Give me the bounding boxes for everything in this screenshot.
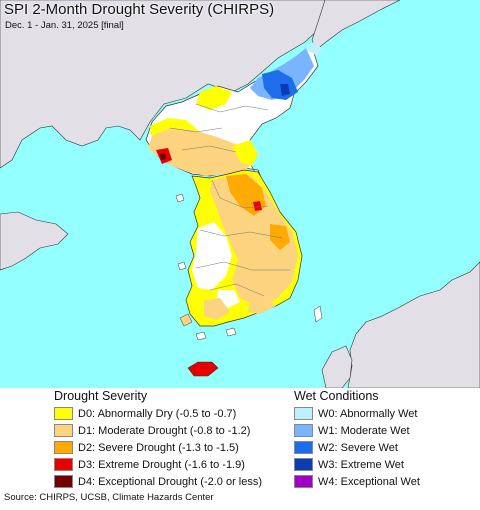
island-west-1	[175, 193, 185, 203]
drought-legend-label: D4: Exceptional Drought (-2.0 or less)	[78, 475, 263, 488]
wet-legend-item: W3: Extreme Wet	[294, 457, 404, 472]
drought-swatch	[54, 407, 73, 420]
drought-legend-label: D2: Severe Drought (-1.3 to -1.5)	[78, 441, 239, 454]
drought-legend-item: D1: Moderate Drought (-0.8 to -1.2)	[54, 423, 250, 438]
drought-swatch	[54, 475, 73, 488]
wet-swatch	[294, 424, 313, 437]
drought-legend-item: D4: Exceptional Drought (-2.0 or less)	[54, 474, 262, 489]
nk-d0-north	[196, 86, 232, 110]
date-range: Dec. 1 - Jan. 31, 2025 [final]	[5, 20, 124, 31]
land-china-russia	[0, 0, 326, 169]
island-south-1	[179, 313, 193, 327]
nk-w3-area	[280, 84, 290, 96]
wet-legend-label: W4: Exceptional Wet	[318, 475, 420, 488]
land-japan	[347, 261, 480, 388]
wet-swatch	[294, 475, 313, 488]
wet-legend-item: W4: Exceptional Wet	[294, 474, 420, 489]
legend-wet-title: Wet Conditions	[294, 389, 379, 403]
legend-drought-title: Drought Severity	[54, 389, 148, 403]
sk-d1-south	[204, 298, 230, 320]
map-canvas	[0, 0, 480, 388]
island-south-3	[225, 327, 237, 337]
drought-legend-item: D2: Severe Drought (-1.3 to -1.5)	[54, 440, 239, 455]
nk-d0-east	[232, 140, 258, 166]
wet-legend-item: W0: Abnormally Wet	[294, 406, 417, 421]
island-west-2	[177, 261, 187, 271]
page-title: SPI 2-Month Drought Severity (CHIRPS)	[4, 1, 275, 18]
drought-legend-item: D0: Abnormally Dry (-0.5 to -0.7)	[54, 406, 236, 421]
sk-normal-west	[192, 222, 232, 290]
sk-d3-spot	[253, 201, 262, 211]
drought-legend-label: D0: Abnormally Dry (-0.5 to -0.7)	[78, 407, 237, 420]
wet-swatch	[294, 458, 313, 471]
sk-d1-southeast	[248, 298, 276, 314]
drought-swatch	[54, 458, 73, 471]
source-credit: Source: CHIRPS, UCSB, Climate Hazards Ce…	[4, 492, 214, 503]
wet-swatch	[294, 441, 313, 454]
drought-swatch	[54, 441, 73, 454]
wet-legend-label: W3: Extreme Wet	[318, 458, 404, 471]
land-shandong	[0, 211, 69, 271]
province-borders	[169, 103, 290, 297]
wet-legend-label: W0: Abnormally Wet	[318, 407, 418, 420]
nk-w0-area	[306, 42, 322, 56]
wet-legend-item: W1: Moderate Wet	[294, 423, 410, 438]
drought-legend-item: D3: Extreme Drought (-1.6 to -1.9)	[54, 457, 245, 472]
map: SPI 2-Month Drought Severity (CHIRPS) De…	[0, 0, 480, 388]
land-far-east	[311, 0, 401, 51]
drought-legend-label: D3: Extreme Drought (-1.6 to -1.9)	[78, 458, 245, 471]
wet-legend-label: W1: Moderate Wet	[318, 424, 410, 437]
wet-legend-item: W2: Severe Wet	[294, 440, 398, 455]
land-kyushu	[321, 345, 353, 388]
drought-swatch	[54, 424, 73, 437]
sk-d1-east	[210, 176, 298, 306]
wet-legend-label: W2: Severe Wet	[318, 441, 398, 454]
wet-swatch	[294, 407, 313, 420]
island-jeju	[187, 361, 219, 377]
island-tsushima	[313, 305, 323, 323]
nk-d4-area	[160, 153, 166, 160]
drought-legend-label: D1: Moderate Drought (-0.8 to -1.2)	[78, 424, 251, 437]
island-south-2	[195, 331, 207, 341]
sk-d2-east	[270, 224, 290, 250]
nk-d1-central	[148, 128, 254, 176]
